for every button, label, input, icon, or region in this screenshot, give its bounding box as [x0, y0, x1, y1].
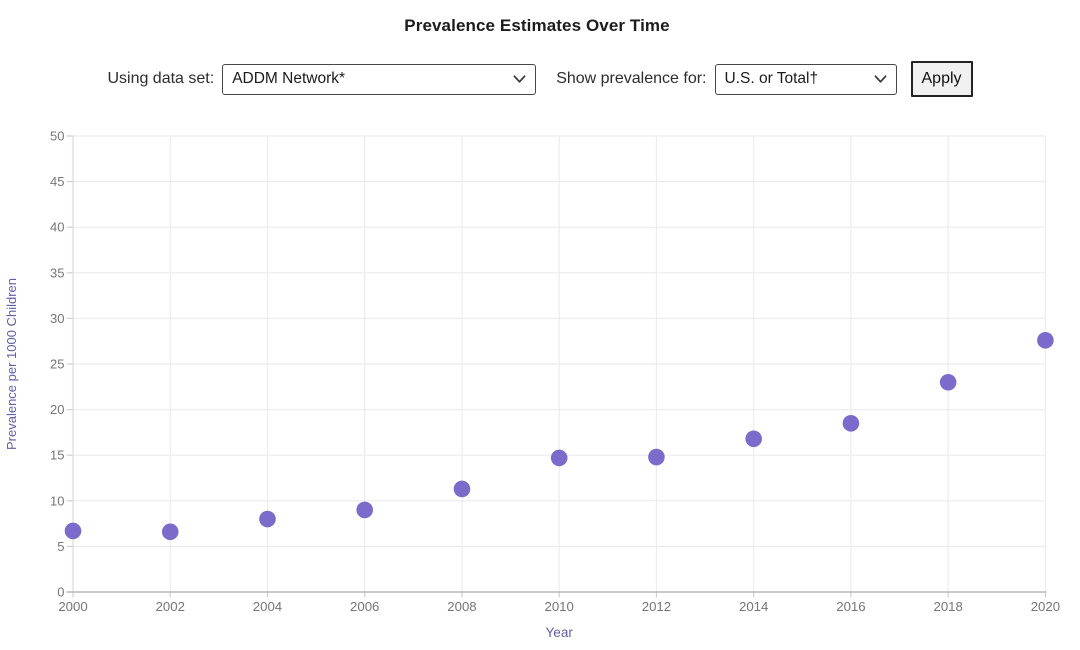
- y-tick-label: 35: [50, 265, 64, 280]
- y-tick-label: 50: [50, 129, 64, 144]
- data-point-2008[interactable]: [453, 480, 471, 498]
- data-point-2020[interactable]: [1037, 331, 1054, 349]
- dataset-select[interactable]: ADDM Network*: [222, 63, 537, 95]
- x-tick-label: 2010: [545, 599, 574, 614]
- y-tick-label: 20: [50, 402, 64, 417]
- dataset-select-wrap: ADDM Network*: [222, 63, 537, 95]
- y-tick-label: 25: [50, 357, 64, 372]
- apply-button[interactable]: Apply: [910, 61, 973, 97]
- chart-title: Prevalence Estimates Over Time: [404, 16, 670, 35]
- prevalence-for-label: Show prevalence for:: [556, 70, 707, 87]
- data-point-2010[interactable]: [550, 449, 568, 467]
- x-tick-label: 2012: [642, 599, 671, 614]
- y-tick-label: 10: [50, 493, 64, 508]
- x-tick-label: 2016: [836, 599, 865, 614]
- x-tick-label: 2002: [156, 599, 185, 614]
- x-tick-label: 2008: [447, 599, 476, 614]
- x-tick-label: 2014: [739, 599, 768, 614]
- x-axis-title: Year: [546, 625, 574, 640]
- data-point-2000[interactable]: [64, 522, 82, 540]
- data-point-2002[interactable]: [161, 523, 179, 541]
- data-point-2004[interactable]: [259, 510, 276, 528]
- data-point-2018[interactable]: [939, 373, 957, 391]
- y-tick-label: 15: [50, 448, 64, 463]
- data-point-2012[interactable]: [648, 448, 665, 466]
- y-tick-label: 0: [57, 585, 64, 600]
- x-tick-label: 2000: [58, 599, 87, 614]
- y-axis-title: Prevalence per 1000 Children: [4, 278, 19, 450]
- controls-bar: Using data set: ADDM Network* Show preva…: [0, 60, 1080, 98]
- data-point-2016[interactable]: [842, 414, 860, 432]
- x-tick-label: 2018: [933, 599, 962, 614]
- x-tick-label: 2020: [1031, 599, 1060, 614]
- data-point-2014[interactable]: [745, 430, 762, 448]
- y-tick-label: 45: [50, 174, 64, 189]
- y-tick-label: 30: [50, 311, 64, 326]
- data-point-2006[interactable]: [356, 501, 374, 519]
- x-tick-label: 2006: [350, 599, 379, 614]
- y-tick-label: 40: [50, 220, 64, 235]
- x-tick-label: 2004: [253, 599, 282, 614]
- dataset-label: Using data set:: [107, 70, 215, 87]
- y-tick-label: 5: [57, 539, 64, 554]
- prevalence-for-select-wrap: U.S. or Total†: [714, 63, 897, 95]
- prevalence-for-select[interactable]: U.S. or Total†: [714, 63, 897, 95]
